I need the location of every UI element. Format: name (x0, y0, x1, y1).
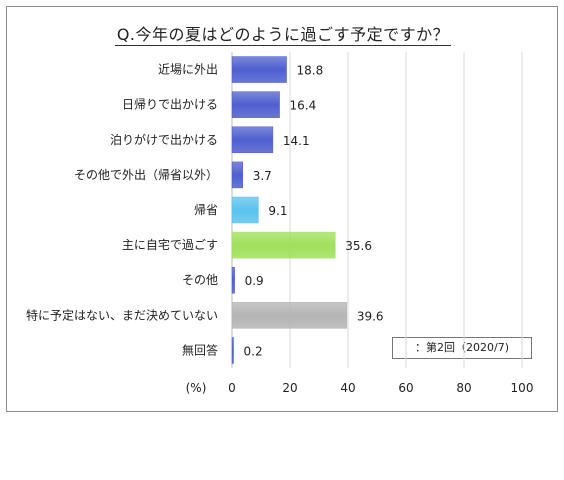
x-tick-label: 20 (282, 381, 297, 395)
bar (231, 266, 235, 294)
bar (231, 161, 243, 189)
value-label: 16.4 (290, 99, 317, 113)
bar (231, 126, 274, 154)
category-label: 帰省 (194, 203, 218, 217)
category-label: その他 (182, 273, 218, 287)
x-tick-label: 40 (340, 381, 355, 395)
category-label: 主に自宅で過ごす (122, 237, 218, 252)
x-tick-label: 80 (456, 381, 471, 395)
x-tick-label: 100 (511, 381, 534, 395)
value-label: 35.6 (345, 239, 372, 253)
value-label: 3.7 (253, 169, 272, 183)
category-label: 泊りがけで出かける (110, 132, 218, 147)
bar (231, 337, 234, 364)
category-label: 無回答 (182, 342, 218, 357)
value-label: 0.9 (245, 274, 264, 288)
x-tick-label: 0 (228, 381, 236, 395)
x-unit-label: (%) (186, 381, 207, 395)
bar (231, 91, 280, 118)
value-label: 0.2 (244, 344, 263, 358)
category-label: 近場に外出 (158, 63, 218, 77)
bar (231, 196, 259, 224)
labels: 0 20 40 60 80 100 (%) 近場に外出 18.8 日帰りで出かける 16.4 泊りがけ… (26, 63, 533, 395)
chart-title: Q.今年の夏はどのように過ごす予定ですか？ (114, 25, 452, 46)
bar (231, 56, 287, 83)
x-tick-label: 60 (398, 381, 413, 395)
value-label: 39.6 (357, 309, 384, 323)
value-label: 18.8 (297, 64, 324, 78)
bar (231, 231, 336, 259)
value-label: 14.1 (283, 134, 310, 148)
legend-note: ：第2回（2020/7) (392, 337, 532, 359)
category-label: 特に予定はない、まだ決めていない (26, 307, 218, 322)
bars (231, 56, 348, 364)
value-label: 9.1 (268, 204, 287, 218)
bar (231, 302, 348, 329)
category-label: 日帰りで出かける (122, 98, 218, 112)
category-label: その他で外出（帰省以外） (74, 168, 218, 182)
